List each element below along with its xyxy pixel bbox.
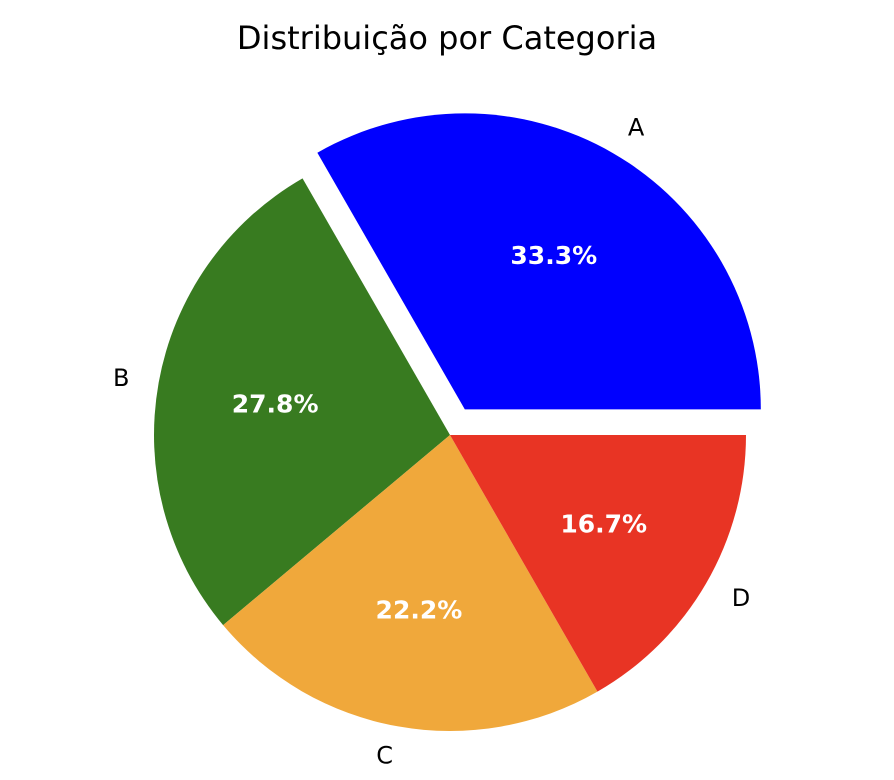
slice-label-d: D [732, 584, 750, 612]
slice-label-a: A [628, 114, 645, 142]
slice-percent-b: 27.8% [232, 389, 319, 418]
pie-slice-b [153, 178, 450, 626]
slice-percent-c: 22.2% [376, 595, 463, 624]
slice-percent-d: 16.7% [560, 509, 647, 538]
pie-slice-d [450, 435, 746, 692]
pie-slice-c [223, 435, 598, 732]
slice-label-b: B [113, 364, 129, 392]
slice-percent-a: 33.3% [510, 241, 597, 270]
pie-slice-a [317, 113, 761, 410]
slice-label-c: C [376, 742, 393, 770]
chart-title: Distribuição por Categoria [236, 19, 658, 57]
